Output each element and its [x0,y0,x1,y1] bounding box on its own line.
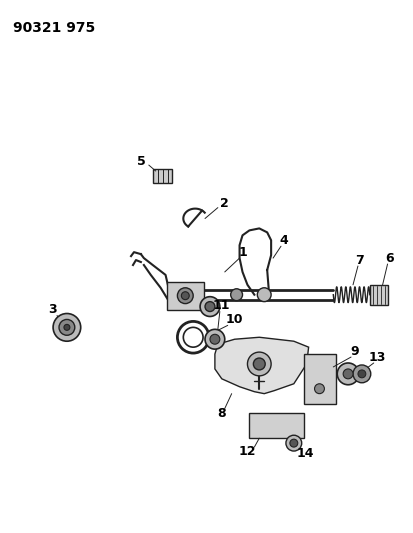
Text: 4: 4 [279,234,287,247]
Circle shape [181,292,189,300]
Text: 14: 14 [296,447,313,459]
Polygon shape [214,337,308,394]
Circle shape [289,439,297,447]
Circle shape [337,363,358,385]
Bar [166,282,204,310]
Polygon shape [249,414,303,438]
Bar [152,169,172,183]
Polygon shape [303,354,335,403]
Circle shape [199,297,219,317]
Circle shape [314,384,324,394]
Circle shape [64,325,70,330]
Text: 1: 1 [237,246,246,259]
Circle shape [253,358,265,370]
Text: 6: 6 [384,252,393,264]
Text: 13: 13 [368,351,385,364]
Circle shape [230,289,242,301]
Text: 12: 12 [238,445,256,457]
Circle shape [209,334,219,344]
Text: 90321 975: 90321 975 [13,21,95,35]
Text: 9: 9 [350,345,358,358]
Text: 2: 2 [220,197,228,210]
Circle shape [342,369,352,379]
Circle shape [177,288,193,304]
Circle shape [53,313,81,341]
Bar [369,285,387,304]
Text: 5: 5 [136,155,145,167]
Circle shape [357,370,365,378]
Circle shape [204,302,214,311]
Text: 11: 11 [213,299,230,312]
Circle shape [257,288,271,302]
Text: 10: 10 [225,313,243,326]
Circle shape [285,435,301,451]
Circle shape [352,365,370,383]
Circle shape [247,352,271,376]
Circle shape [204,329,224,349]
Circle shape [59,319,75,335]
Text: 3: 3 [47,303,56,316]
Text: 7: 7 [355,254,363,266]
Text: 8: 8 [217,407,225,420]
